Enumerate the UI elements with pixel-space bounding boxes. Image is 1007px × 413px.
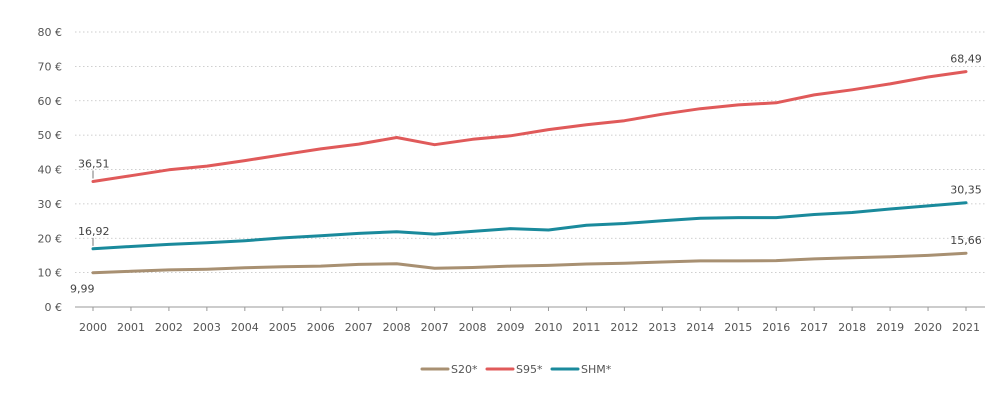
y-tick-label: 70 € [38, 60, 63, 73]
series-line-2 [91, 201, 968, 251]
x-tick-label: 2007 [345, 321, 373, 334]
x-tick-label: 2012 [610, 321, 638, 334]
x-tick-label: 2000 [79, 321, 107, 334]
series-line-0 [91, 251, 968, 275]
y-tick-label: 10 € [38, 267, 63, 280]
y-tick-label: 40 € [38, 164, 63, 177]
x-tick-label: 2001 [117, 321, 145, 334]
series-lines [91, 70, 968, 275]
data-label: 15,66 [950, 234, 982, 247]
x-tick-label: 2016 [762, 321, 790, 334]
data-labels: 36,51 68,49 16,92 30,35 9,99 15,66 [70, 53, 982, 296]
x-tick-label: 2020 [914, 321, 942, 334]
y-tick-label: 50 € [38, 129, 63, 142]
legend-label: SHM* [581, 363, 612, 376]
y-tick-label: 0 € [45, 301, 63, 314]
x-tick-label: 2013 [648, 321, 676, 334]
data-label: 30,35 [950, 184, 982, 197]
series-line-1 [91, 70, 968, 183]
x-tick-label: 2009 [497, 321, 525, 334]
x-tick-label: 2010 [534, 321, 562, 334]
y-tick-label: 60 € [38, 95, 63, 108]
x-tick-label: 2019 [876, 321, 904, 334]
x-tick-label: 2006 [307, 321, 335, 334]
y-tick-label: 30 € [38, 198, 63, 211]
x-tick-label: 2021 [952, 321, 980, 334]
data-label: 36,51 [78, 157, 110, 170]
x-tick-label: 2007 [421, 321, 449, 334]
x-tick-label: 2003 [193, 321, 221, 334]
legend-label: S20* [451, 363, 478, 376]
y-tick-label: 20 € [38, 232, 63, 245]
data-label: 16,92 [78, 225, 110, 238]
x-tick-label: 2008 [459, 321, 487, 334]
x-tick-label: 2008 [383, 321, 411, 334]
x-tick-label: 2004 [231, 321, 259, 334]
legend: S20* S95* SHM* [420, 363, 612, 376]
data-label: 9,99 [70, 283, 95, 296]
x-tick-label: 2005 [269, 321, 297, 334]
x-tick-label: 2015 [724, 321, 752, 334]
y-axis-ticks: 0 € 10 € 20 € 30 € 40 € 50 € 60 € 70 € 80 € [38, 26, 63, 314]
grid-lines [75, 31, 985, 308]
x-axis-ticks: 2000 2001 2002 2003 2004 2005 2006 2007 2008 2007… [79, 307, 980, 334]
x-tick-label: 2014 [686, 321, 714, 334]
data-label: 68,49 [950, 53, 982, 66]
x-tick-label: 2002 [155, 321, 183, 334]
legend-label: S95* [516, 363, 543, 376]
y-tick-label: 80 € [38, 26, 63, 39]
x-tick-label: 2018 [838, 321, 866, 334]
x-tick-label: 2017 [800, 321, 828, 334]
x-tick-label: 2011 [572, 321, 600, 334]
